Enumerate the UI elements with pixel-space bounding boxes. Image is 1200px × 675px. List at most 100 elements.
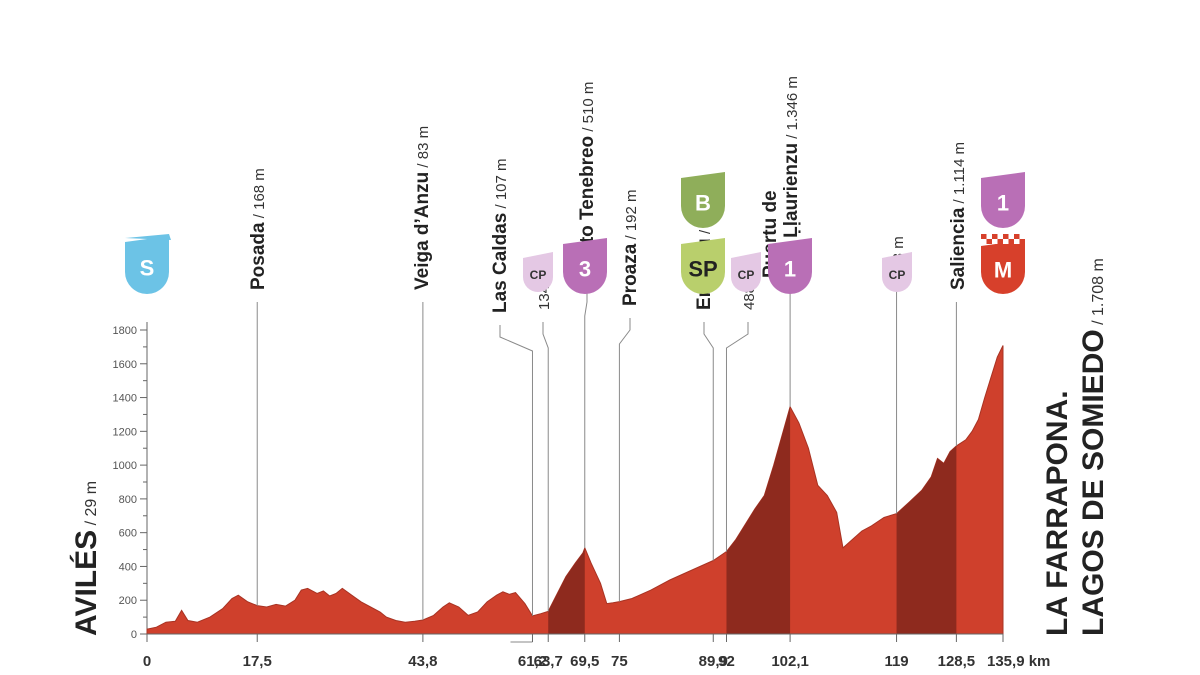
- climb-badge-text: 3: [579, 257, 591, 282]
- waypoint-name: Proaza: [620, 243, 641, 306]
- sprint-badge-shape: [681, 238, 725, 294]
- bonus-badge-shape: [681, 172, 725, 228]
- x-tick-label: 0: [143, 653, 151, 670]
- climb-shading: [896, 345, 957, 634]
- finish-checker: [1008, 234, 1014, 239]
- bonus-badge: B: [681, 172, 725, 228]
- climb-shading: [548, 345, 585, 634]
- waypoint-label-text: Veiga d’Anzu / 83 m: [412, 126, 433, 290]
- finish-badge: M: [981, 234, 1025, 294]
- finish-label-line2: LAGOS DE SOMIEDO / 1.708 m: [1077, 258, 1110, 636]
- y-axis: 0 200 400 600 800 1000 1200 1400 1600 1800: [113, 322, 148, 641]
- x-tick-label: 135,9 km: [987, 653, 1050, 670]
- climb-badge-text: 1: [784, 257, 796, 282]
- x-tick-label: 43,8: [408, 653, 437, 670]
- waypoint-guide-line: [499, 325, 533, 616]
- y-tick-label: 1400: [113, 393, 137, 405]
- finish-checker: [1019, 239, 1025, 244]
- x-tick-label: 63,7: [534, 653, 563, 670]
- waypoint-guides: [256, 290, 957, 643]
- waypoint-name: Posada: [248, 222, 269, 290]
- y-tick-label: 600: [119, 528, 137, 540]
- waypoint-altitude: / 107 m: [493, 158, 510, 212]
- finish-checker: [992, 239, 998, 244]
- waypoint-altitude: / 1.346 m: [784, 76, 801, 143]
- cp-badge: CP: [882, 252, 912, 292]
- start-name: AVILÉS: [69, 530, 103, 636]
- x-tick-label: 119: [884, 653, 908, 670]
- waypoint-label: Saliencia / 1.114 m: [948, 142, 969, 290]
- waypoint-altitude: / 1.114 m: [951, 142, 968, 208]
- finish-checker: [1019, 234, 1025, 239]
- finish-checker: [981, 234, 987, 239]
- cp-badge-text: CP: [738, 268, 755, 282]
- y-tick-label: 1800: [113, 325, 137, 337]
- finish-badge-shape: [981, 240, 1025, 294]
- climb-badge: 1: [768, 238, 812, 294]
- profile-area: [146, 345, 1004, 635]
- y-tick-label: 1200: [113, 426, 137, 438]
- waypoint-guide-line: [618, 318, 631, 602]
- start-label-text: AVILÉS / 29 m: [69, 481, 103, 636]
- waypoint-label: Las Caldas / 107 m: [490, 158, 511, 313]
- finish-checker: [1008, 239, 1014, 244]
- waypoint-label-text: Posada / 168 m: [248, 168, 269, 290]
- waypoint-altitude: / 192 m: [623, 189, 640, 243]
- waypoint-label-text: Saliencia / 1.114 m: [948, 142, 969, 290]
- start-badge-shape: [125, 236, 169, 294]
- climb-badge-text: 1: [997, 191, 1009, 216]
- finish-checker: [1014, 234, 1020, 239]
- waypoint-label: Proaza / 192 m: [620, 189, 641, 306]
- finish-checker: [997, 234, 1003, 239]
- finish-name-line2: LAGOS DE SOMIEDO: [1077, 329, 1110, 636]
- start-badge-text: S: [140, 256, 155, 281]
- sprint-badge-text: SP: [688, 257, 717, 282]
- sprint-badge: SP: [681, 238, 725, 294]
- y-tick-label: 1600: [113, 359, 137, 371]
- waypoint-labels: Posada / 168 m Veiga d’Anzu / 83 m Las Cal…: [248, 76, 969, 313]
- finish-checker: [986, 234, 992, 239]
- finish-checker: [992, 234, 998, 239]
- x-tick-label: 92: [718, 653, 735, 670]
- climb-badge-shape: [768, 238, 812, 294]
- finish-label: LA FARRAPONA. LAGOS DE SOMIEDO / 1.708 m: [1041, 258, 1110, 636]
- bonus-badge-text: B: [695, 191, 711, 216]
- cp-badge: CP: [523, 252, 553, 292]
- x-tick-label: 102,1: [771, 653, 809, 670]
- start-finish-labels: AVILÉS / 29 m LA FARRAPONA. LAGOS DE SOMIE…: [69, 258, 1110, 636]
- x-tick-label: 89,9: [699, 653, 728, 670]
- cp-badge: CP: [731, 252, 761, 292]
- y-tick-label: 200: [119, 595, 137, 607]
- climb-badge: 3: [563, 238, 607, 294]
- cp-badge-shape: [523, 252, 553, 292]
- stage-badges: S CP 3 SP B CP 1 CP 1 M: [125, 172, 1025, 294]
- waypoint-guide-line: [584, 290, 588, 548]
- waypoint-altitude: / 168 m: [251, 168, 268, 222]
- cp-badge-shape: [731, 252, 761, 292]
- x-tick-label: 75: [611, 653, 628, 670]
- start-flag-tab: [125, 234, 171, 240]
- cp-badge-text: CP: [530, 268, 547, 282]
- x-tick-label: 69,5: [570, 653, 599, 670]
- finish-checker: [1003, 234, 1009, 239]
- finish-checker: [981, 239, 987, 244]
- waypoint-label-text: Proaza / 192 m: [620, 189, 641, 306]
- waypoint-altitude: / 83 m: [415, 126, 432, 172]
- finish-name-line1: LA FARRAPONA.: [1041, 390, 1074, 636]
- x-tick-label: 17,5: [243, 653, 272, 670]
- y-tick-label: 1000: [113, 460, 137, 472]
- climb-shading: [726, 345, 791, 634]
- waypoint-label-text: Las Caldas / 107 m: [490, 158, 511, 313]
- waypoint-guide-line: [725, 322, 749, 552]
- climb-badge-shape: [981, 172, 1025, 228]
- start-altitude: / 29 m: [83, 481, 100, 530]
- waypoint-altitude: / 510 m: [580, 82, 597, 136]
- waypoint-name: Veiga d’Anzu: [412, 172, 433, 290]
- finish-badge-text: M: [994, 258, 1012, 283]
- y-tick-label: 800: [119, 494, 137, 506]
- cp-badge-text: CP: [889, 268, 906, 282]
- waypoint-name: Las Caldas: [490, 213, 511, 313]
- finish-checker: [997, 239, 1003, 244]
- y-tick-label: 400: [119, 561, 137, 573]
- x-axis: 0 17,5 43,8 61,263,7 69,5 75 89,992 102,1 119 128…: [143, 633, 1050, 670]
